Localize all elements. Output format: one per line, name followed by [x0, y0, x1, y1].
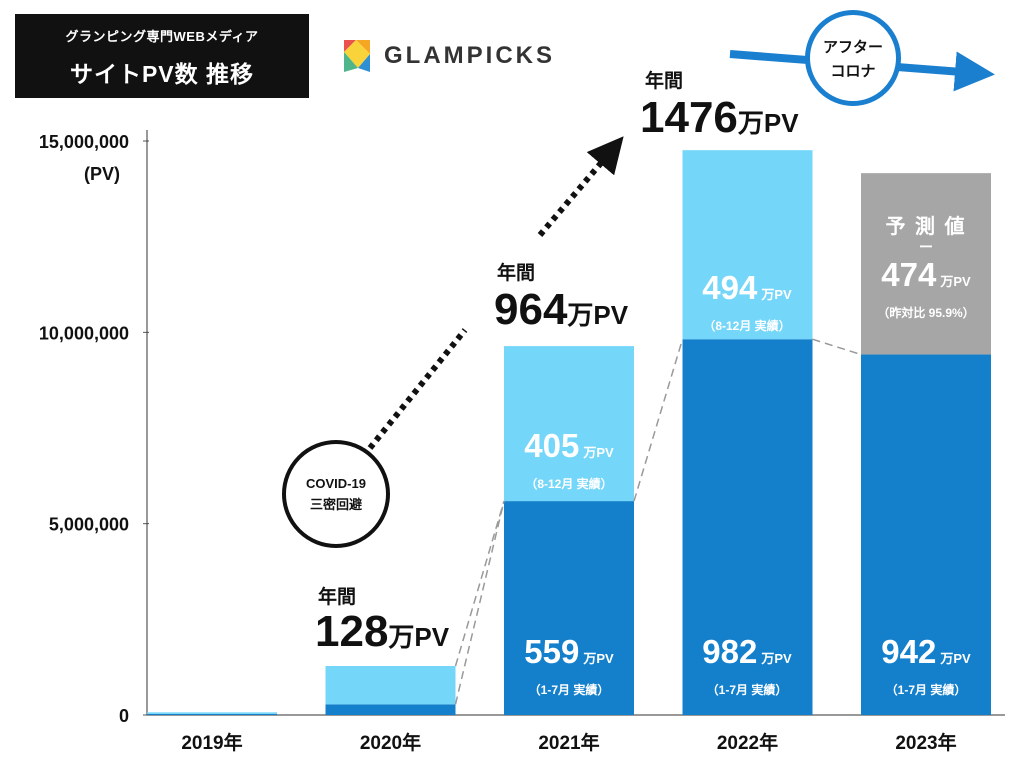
bar-2020年-1: [325, 666, 456, 705]
x-tick-label: 2022年: [717, 731, 778, 754]
bar-2022-bottom-note: （1-7月 実績）: [706, 683, 788, 697]
bar-2022-bottom-unit: 万PV: [761, 651, 792, 666]
bar-2021-bottom-value: 559: [524, 633, 580, 670]
bar-2022-bottom-value: 982: [702, 633, 758, 670]
bar-2022年-0: [682, 339, 813, 715]
bar-2022-top-unit: 万PV: [761, 287, 792, 302]
bar-2021-bottom-unit: 万PV: [583, 651, 614, 666]
annual-total-2022-value: 1476: [640, 93, 738, 142]
bar-2023-forecast-label: 予 測 値 ー 474 万PV （昨対比 95.9%）: [861, 210, 991, 321]
covid-circle: COVID-19 三密回避: [282, 440, 390, 548]
bar-2023-top-note: （昨対比 95.9%）: [877, 306, 975, 320]
connector-line: [633, 339, 684, 502]
title-subtitle: グランピング専門WEBメディア: [65, 29, 259, 44]
bar-2019年-1: [147, 712, 277, 714]
y-tick-label: 5,000,000: [49, 515, 129, 535]
annual-total-2022: 1476万PV: [640, 96, 799, 145]
annual-total-2020-unit: 万PV: [388, 622, 450, 652]
bar-2023-bottom-value: 942: [881, 633, 937, 670]
forecast-dash: ー: [919, 239, 933, 255]
x-tick-label: 2019年: [181, 731, 242, 754]
connector-line: [812, 338, 862, 356]
bar-2023-bottom-label: 942 万PV （1-7月 実績）: [861, 634, 991, 698]
title-main: サイトPV数 推移: [69, 61, 255, 87]
y-axis-label: (PV): [84, 164, 120, 184]
y-tick-label: 10,000,000: [39, 323, 129, 343]
annual-total-2021-value: 964: [494, 285, 568, 334]
y-tick-label: 0: [119, 706, 129, 726]
x-tick-label: 2021年: [538, 731, 599, 754]
bar-2021-top-label: 405 万PV （8-12月 実績）: [504, 428, 634, 492]
annual-total-2021-unit: 万PV: [567, 300, 629, 330]
connector-line: [454, 500, 505, 667]
x-tick-label: 2020年: [360, 731, 421, 754]
bar-2022年-1: [682, 150, 813, 340]
bar-2021-top-value: 405: [524, 427, 580, 464]
after-corona-circle: アフター コロナ: [805, 10, 901, 106]
bar-2021年-1: [504, 346, 634, 502]
bar-2023年-2: [861, 173, 991, 355]
annual-label-2021: 年間: [497, 263, 536, 284]
connector-line: [454, 500, 505, 705]
bar-2022-top-note: （8-12月 実績）: [703, 319, 791, 333]
annual-total-2020-value: 128: [315, 607, 389, 656]
bar-2022-top-label: 494 万PV （8-12月 実績）: [682, 270, 812, 334]
bar-2020年-0: [325, 704, 456, 715]
growth-dotted-line-1: [367, 328, 468, 450]
annual-total-2020: 128万PV: [315, 610, 449, 659]
bar-2023-top-unit: 万PV: [940, 274, 971, 289]
bar-2021-bottom-note: （1-7月 実績）: [528, 683, 610, 697]
forecast-title: 予 測 値: [885, 216, 967, 238]
bar-2023-top-value: 474: [881, 256, 937, 293]
after-line1: アフター: [822, 38, 883, 56]
bar-2023-bottom-note: （1-7月 実績）: [885, 683, 967, 697]
logo-text: GLAMPICKS: [384, 42, 555, 69]
bar-2021年-0: [504, 501, 634, 715]
bar-2021-top-unit: 万PV: [583, 445, 614, 460]
bar-2021-top-note: （8-12月 実績）: [525, 477, 613, 491]
after-line2: コロナ: [830, 62, 876, 80]
bar-2023-bottom-unit: 万PV: [940, 651, 971, 666]
covid-line1: COVID-19: [306, 475, 366, 491]
x-tick-label: 2023年: [895, 731, 956, 754]
bar-2021-bottom-label: 559 万PV （1-7月 実績）: [504, 634, 634, 698]
bar-2022-bottom-label: 982 万PV （1-7月 実績）: [682, 634, 812, 698]
title-box: グランピング専門WEBメディア サイトPV数 推移: [15, 14, 309, 98]
annual-total-2022-unit: 万PV: [737, 108, 799, 138]
annual-label-2022: 年間: [645, 71, 684, 92]
glampicks-logo-icon: [344, 40, 370, 72]
bar-2022-top-value: 494: [702, 269, 758, 306]
annual-label-2020: 年間: [318, 587, 357, 608]
logo: GLAMPICKS: [342, 38, 555, 74]
covid-line2: 三密回避: [309, 496, 362, 512]
growth-dotted-arrow-2: [537, 136, 624, 237]
annual-total-2021: 964万PV: [494, 288, 628, 337]
bar-2023年-0: [861, 354, 991, 715]
y-tick-label: 15,000,000: [39, 132, 129, 152]
bar-2019年-0: [147, 713, 277, 715]
